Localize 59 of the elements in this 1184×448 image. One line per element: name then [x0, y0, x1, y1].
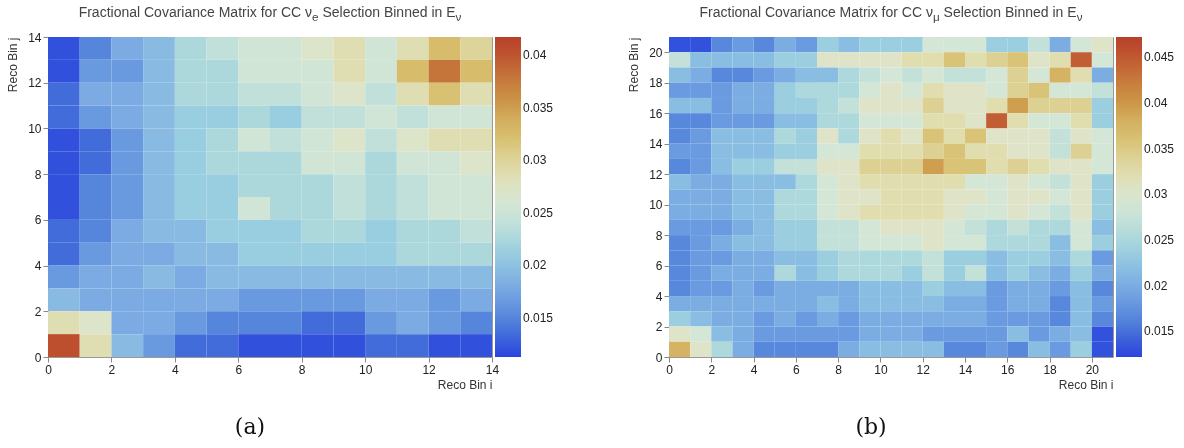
y-tick-label: 20	[649, 45, 663, 60]
x-tick-label: 6	[235, 362, 243, 377]
y-tick-label: 8	[655, 228, 663, 243]
x-tick-label: 16	[1001, 362, 1015, 377]
y-tick-label: 8	[34, 167, 42, 182]
x-tick-label: 2	[108, 362, 116, 377]
color-bar-label: 0.025	[1144, 232, 1175, 247]
x-tick-label: 8	[835, 362, 843, 377]
y-tick-label: 4	[34, 259, 42, 274]
y-tick-label: 2	[34, 304, 42, 319]
color-bar-label: 0.035	[1144, 141, 1175, 156]
x-tick-label: 14	[958, 362, 973, 377]
y-tick-label: 14	[649, 137, 663, 152]
color-bar-label: 0.03	[1144, 187, 1168, 202]
color-bar-label: 0.025	[523, 205, 554, 220]
text: (a)	[233, 414, 267, 439]
y-axis-title: Reco Bin j	[6, 37, 21, 93]
y-tick-label: 14	[28, 30, 42, 45]
y-axis-title: Reco Bin j	[627, 37, 642, 93]
y-tick-label: 6	[655, 259, 663, 274]
x-axis-title: Reco Bin i	[1058, 377, 1114, 392]
y-tick-label: 10	[649, 198, 663, 213]
y-tick-label: 0	[655, 350, 663, 365]
x-tick-label: 0	[666, 362, 674, 377]
x-tick-label: 12	[422, 362, 437, 377]
x-tick-label: 10	[358, 362, 373, 377]
color-bar-label: 0.02	[1144, 278, 1168, 293]
x-tick-label: 4	[750, 362, 758, 377]
color-bar-label: 0.04	[1144, 95, 1168, 110]
color-bar-label: 0.03	[523, 153, 547, 168]
color-bar-label: 0.015	[1144, 324, 1175, 339]
x-tick-label: 18	[1043, 362, 1058, 377]
y-tick-label: 16	[649, 106, 663, 121]
color-bar-label: 0.045	[1144, 50, 1175, 65]
y-tick-label: 4	[655, 289, 663, 304]
x-tick-label: 12	[916, 362, 931, 377]
y-tick-label: 0	[34, 350, 42, 365]
color-bar-label: 0.035	[523, 100, 554, 115]
x-tick-label: 4	[172, 362, 180, 377]
color-bar-label: 0.015	[523, 311, 554, 326]
y-tick-label: 2	[655, 320, 663, 335]
y-tick-label: 12	[649, 167, 663, 182]
x-tick-label: 6	[793, 362, 801, 377]
x-tick-label: 10	[874, 362, 888, 377]
x-tick-label: 0	[45, 362, 53, 377]
text: (b)	[854, 414, 888, 439]
y-tick-label: 12	[28, 76, 42, 91]
x-axis-title: Reco Bin i	[437, 377, 493, 392]
chart-title: Fractional Covariance Matrix for CC ν$_{e}$ Selection Binned in E$_{ν}$	[77, 4, 463, 23]
color-bar-label: 0.04	[523, 47, 547, 62]
x-tick-label: 20	[1085, 362, 1100, 377]
y-tick-label: 10	[28, 121, 42, 136]
y-tick-label: 6	[34, 213, 42, 228]
x-tick-label: 2	[708, 362, 716, 377]
y-tick-label: 18	[649, 76, 663, 91]
x-tick-label: 14	[485, 362, 500, 377]
chart-title: Fractional Covariance Matrix for CC ν$_{μ}$ Selection Binned in E$_{ν}$	[698, 4, 1084, 23]
x-tick-label: 8	[298, 362, 306, 377]
color-bar-label: 0.02	[523, 258, 547, 273]
